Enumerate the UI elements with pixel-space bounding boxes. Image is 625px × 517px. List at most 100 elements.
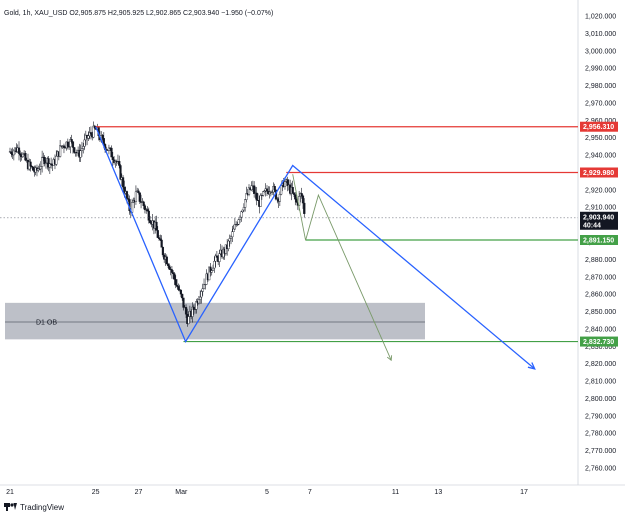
candle-body — [263, 190, 266, 192]
candle-body — [178, 289, 181, 291]
candle-body — [232, 228, 235, 232]
candle-body — [66, 141, 69, 147]
order-block-rect[interactable] — [5, 302, 425, 340]
candle-body — [160, 239, 163, 248]
price-tick-label: 2,970.000 — [585, 100, 616, 107]
candle-body — [247, 187, 251, 195]
candle-body — [229, 236, 233, 239]
candle-body — [255, 192, 258, 201]
candle-body — [111, 156, 114, 161]
level-badge-support-low — [580, 336, 618, 347]
candle-body — [146, 209, 149, 212]
candle-body — [245, 193, 248, 200]
projection-arrow-head-icon — [386, 355, 393, 362]
candles-layer — [8, 121, 306, 327]
candle-body — [44, 162, 48, 165]
time-tick-label: 7 — [308, 489, 312, 496]
candle-body — [168, 265, 171, 270]
candle-body — [102, 138, 105, 145]
candle-body — [29, 161, 32, 167]
price-tick-label: 2,870.000 — [585, 274, 616, 281]
candle-body — [191, 306, 194, 317]
price-badges: 2,956.310 2,929.980 2,891.150 2,832.730 2,90… — [580, 121, 618, 347]
candle-body — [17, 147, 21, 154]
candle-body — [278, 194, 281, 202]
candle-body — [101, 135, 104, 139]
candle-body — [291, 187, 294, 193]
swing-trend-line[interactable] — [95, 126, 536, 370]
candle-body — [43, 157, 46, 165]
candle-body — [273, 186, 276, 191]
candle-body — [19, 153, 22, 156]
candle-body — [202, 284, 206, 289]
price-tick-label: 2,980.000 — [585, 83, 616, 90]
last-price-text: 2,903.940 — [583, 214, 614, 221]
time-tick-label: 17 — [520, 489, 528, 496]
candle-body — [118, 161, 121, 166]
candle-body — [157, 237, 161, 239]
drawings-layer — [95, 126, 536, 370]
candle-body — [62, 145, 66, 148]
candle-body — [138, 192, 141, 202]
price-tick-label: 2,830.000 — [585, 344, 616, 351]
swing-arrow-head-icon — [527, 362, 536, 370]
candle-body — [303, 202, 306, 214]
level-badge-text: 2,832.730 — [583, 339, 614, 346]
level-badge-text: 2,956.310 — [583, 124, 614, 131]
candle-body — [80, 148, 84, 151]
candle-body — [87, 135, 90, 139]
time-tick-label: 21 — [6, 489, 14, 496]
candle-body — [30, 165, 33, 168]
countdown-text: 40:44 — [583, 222, 601, 229]
candle-body — [127, 198, 130, 200]
price-tick-label: 2,920.000 — [585, 187, 616, 194]
candle-body — [147, 210, 150, 221]
level-badge-support-near — [580, 235, 618, 246]
level-badge-resistance-low — [580, 167, 618, 178]
tradingview-logo-icon — [4, 503, 17, 511]
candle-body — [240, 211, 243, 218]
projection-path[interactable] — [292, 174, 392, 361]
candle-body — [119, 165, 122, 180]
price-tick-label: 2,810.000 — [585, 379, 616, 386]
candle-body — [237, 219, 240, 225]
candle-body — [172, 272, 175, 275]
candle-body — [301, 195, 305, 204]
candle-body — [265, 188, 269, 192]
levels-layer — [0, 126, 578, 343]
candle-body — [224, 244, 227, 254]
price-tick-label: 2,850.000 — [585, 309, 616, 316]
price-tick-label: 2,820.000 — [585, 361, 616, 368]
candle-body — [156, 230, 159, 238]
candle-body — [201, 288, 204, 292]
candle-body — [199, 296, 202, 300]
candle-body — [134, 191, 138, 202]
candle-body — [215, 255, 218, 258]
price-tick-label: 3,010.000 — [585, 31, 616, 38]
candle-body — [286, 179, 289, 186]
candle-body — [213, 261, 216, 269]
candle-body — [21, 153, 24, 158]
candle-body — [123, 186, 126, 194]
candle-body — [268, 191, 271, 195]
candle-body — [283, 181, 287, 188]
candle-body — [192, 306, 195, 310]
price-tick-label: 2,790.000 — [585, 413, 616, 420]
price-tick-label: 2,770.000 — [585, 448, 616, 455]
candle-body — [92, 125, 95, 138]
candle-body — [253, 185, 256, 194]
candle-body — [143, 205, 147, 211]
plot-area[interactable] — [0, 0, 578, 485]
candle-body — [41, 156, 44, 167]
price-tick-label: 2,800.000 — [585, 396, 616, 403]
level-badge-text: 2,929.980 — [583, 170, 614, 177]
brand-label: TradingView — [20, 503, 64, 512]
candle-body — [59, 145, 62, 157]
candle-body — [125, 191, 129, 199]
level-badge-resistance-high — [580, 121, 618, 132]
candle-body — [177, 286, 180, 290]
candle-body — [209, 266, 212, 273]
price-tick-label: 2,950.000 — [585, 135, 616, 142]
order-block-zone-layer: D1 OB — [5, 302, 425, 340]
